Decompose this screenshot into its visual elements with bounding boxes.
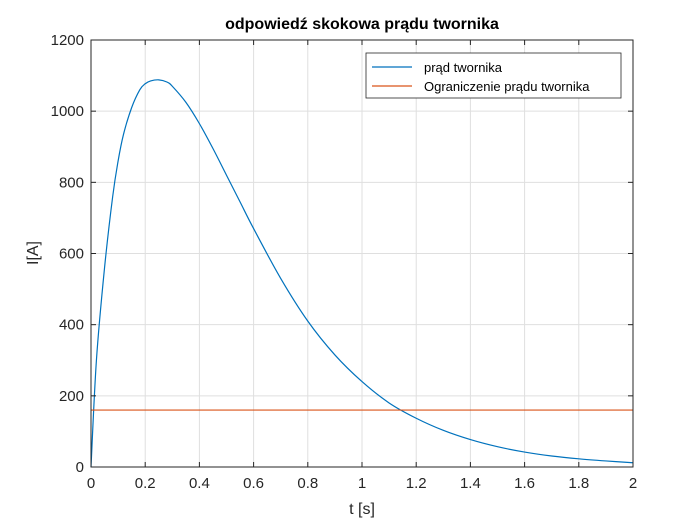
x-tick-label: 1.8 [568,475,589,492]
legend-label-1: prąd twornika [424,60,503,75]
series-line-1 [90,79,634,468]
legend: prąd twornika Ograniczenie prądu twornika [365,52,622,99]
y-tick-label: 800 [59,174,84,191]
x-axis-ticks: 0 0.2 0.4 0.6 0.8 1 1.2 1.4 1.6 1.8 2 [87,40,637,492]
legend-label-2: Ograniczenie prądu twornika [424,79,590,94]
x-tick-label: 0.2 [135,475,156,492]
x-tick-label: 2 [629,475,637,492]
y-tick-label: 200 [59,388,84,405]
y-tick-label: 1000 [51,103,84,120]
x-tick-label: 1.4 [460,475,481,492]
x-tick-label: 1.6 [514,475,535,492]
y-axis-label: I[A] [25,241,42,265]
x-tick-label: 0.6 [243,475,264,492]
x-tick-label: 0.8 [297,475,318,492]
x-tick-label: 1.2 [406,475,427,492]
legend-box [365,52,622,99]
chart-title: odpowiedź skokowa prądu twornika [225,16,499,33]
y-tick-label: 0 [76,459,84,476]
y-tick-label: 400 [59,317,84,334]
x-axis-label: t [s] [349,501,375,518]
y-tick-label: 1200 [51,32,84,49]
series-lines [90,79,634,468]
y-axis-ticks: 0 200 400 600 800 1000 1200 [51,32,633,476]
x-tick-label: 0 [87,475,95,492]
y-tick-label: 600 [59,246,84,263]
x-tick-label: 0.4 [189,475,210,492]
x-tick-label: 1 [358,475,366,492]
